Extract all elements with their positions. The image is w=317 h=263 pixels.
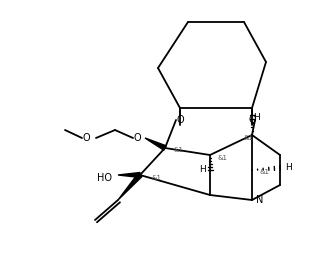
- Text: &1: &1: [174, 147, 184, 153]
- Text: HO: HO: [98, 173, 113, 183]
- Polygon shape: [145, 138, 166, 150]
- Text: &1: &1: [259, 169, 269, 175]
- Text: H: H: [199, 165, 205, 174]
- Text: O: O: [176, 115, 184, 125]
- Text: &1: &1: [217, 155, 227, 161]
- Polygon shape: [118, 173, 142, 200]
- Text: &1: &1: [243, 135, 253, 141]
- Text: O: O: [82, 133, 90, 143]
- Polygon shape: [118, 173, 140, 178]
- Text: O: O: [133, 133, 141, 143]
- Text: N: N: [256, 195, 264, 205]
- Text: H: H: [285, 164, 291, 173]
- Text: &1: &1: [151, 175, 161, 181]
- Text: O: O: [248, 115, 256, 125]
- Text: H: H: [254, 114, 260, 123]
